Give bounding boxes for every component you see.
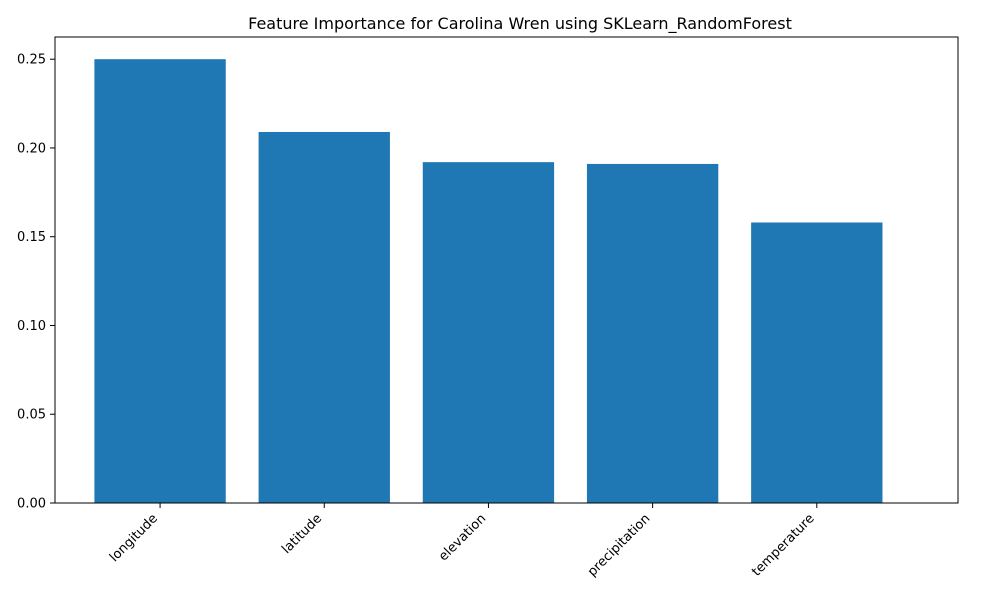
y-tick-label: 0.10 [17, 319, 46, 334]
bar-temperature [751, 222, 883, 503]
y-tick-label: 0.25 [17, 53, 46, 68]
bars-layer [94, 59, 883, 504]
y-tick-label: 0.15 [17, 230, 46, 245]
bar-elevation [422, 162, 555, 503]
bar-longitude [94, 59, 226, 503]
y-tick-label: 0.00 [17, 497, 46, 512]
bar-precipitation [586, 163, 719, 504]
bar-latitude [258, 131, 390, 504]
y-tick-label: 0.20 [17, 141, 46, 156]
chart-title: Feature Importance for Carolina Wren usi… [248, 14, 792, 34]
y-tick-label: 0.05 [17, 408, 46, 423]
plot-frame [54, 36, 959, 504]
